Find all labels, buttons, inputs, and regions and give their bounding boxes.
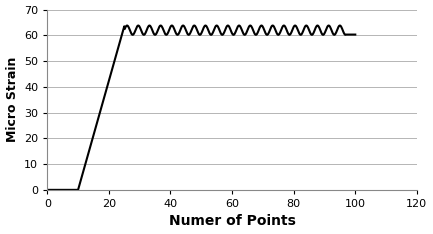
Y-axis label: Micro Strain: Micro Strain: [6, 57, 19, 143]
X-axis label: Numer of Points: Numer of Points: [168, 214, 295, 228]
